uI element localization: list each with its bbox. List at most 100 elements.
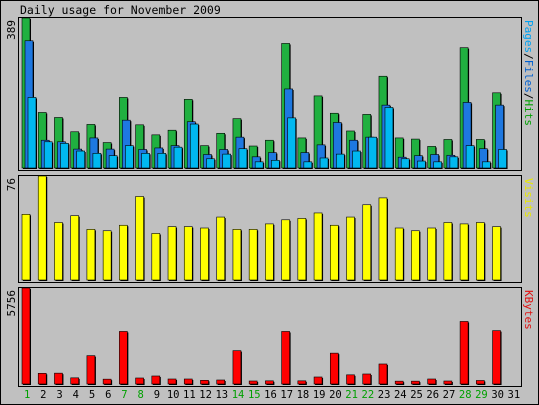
bar-visits-visits-7 xyxy=(119,224,128,281)
bar-hits-pages-17 xyxy=(287,117,296,169)
bar-visits-visits-19 xyxy=(313,212,323,281)
bar-hits-pages-1 xyxy=(27,97,37,169)
bar-visits-visits-1 xyxy=(21,214,31,281)
bar-visits-visits-6 xyxy=(102,230,112,281)
bar-kbytes-kbytes-1 xyxy=(21,287,31,385)
bar-kbytes-kbytes-4 xyxy=(70,377,79,385)
x-tick-label-26: 26 xyxy=(426,389,439,401)
x-tick-label-21: 21 xyxy=(345,389,358,401)
bar-hits-pages-16 xyxy=(271,159,280,169)
bar-hits-pages-7 xyxy=(125,145,134,169)
bar-visits-visits-26 xyxy=(427,227,436,281)
x-tick-label-17: 17 xyxy=(280,389,293,401)
bar-hits-pages-20 xyxy=(335,153,345,169)
bar-hits-pages-4 xyxy=(76,150,85,169)
x-tick-label-10: 10 xyxy=(167,389,180,401)
bar-hits-pages-22 xyxy=(368,136,378,169)
x-tick-label-1: 1 xyxy=(24,389,30,401)
bar-kbytes-kbytes-27 xyxy=(443,380,453,385)
bar-visits-visits-4 xyxy=(70,215,79,281)
bar-kbytes-kbytes-30 xyxy=(492,330,501,385)
bar-hits-pages-30 xyxy=(498,149,507,169)
bar-hits-pages-26 xyxy=(433,161,442,169)
x-tick-label-11: 11 xyxy=(183,389,196,401)
x-tick-label-19: 19 xyxy=(313,389,326,401)
legend-hits: Pages/Files/Hits xyxy=(522,20,535,126)
legend-entry-visits-0: Visits xyxy=(522,178,535,218)
bar-hits-pages-2 xyxy=(43,141,53,169)
bar-kbytes-kbytes-17 xyxy=(281,331,290,385)
y-max-label-hits: 389 xyxy=(5,20,18,40)
bar-hits-pages-14 xyxy=(238,148,248,169)
x-tick-label-22: 22 xyxy=(362,389,375,401)
bar-kbytes-kbytes-6 xyxy=(102,378,112,385)
bar-kbytes-kbytes-26 xyxy=(427,378,436,385)
x-tick-label-29: 29 xyxy=(475,389,488,401)
legend-entry-hits-3: / xyxy=(522,93,535,100)
bar-visits-visits-30 xyxy=(492,226,501,281)
x-tick-label-6: 6 xyxy=(105,389,111,401)
x-tick-label-20: 20 xyxy=(329,389,342,401)
panel-kbytes xyxy=(18,287,522,387)
bar-hits-pages-25 xyxy=(417,160,426,169)
bar-hits-pages-29 xyxy=(482,161,491,169)
x-tick-label-12: 12 xyxy=(199,389,212,401)
x-tick-label-23: 23 xyxy=(378,389,391,401)
bar-visits-visits-9 xyxy=(151,233,161,281)
bar-hits-pages-15 xyxy=(254,161,264,169)
x-tick-label-3: 3 xyxy=(56,389,62,401)
legend-entry-hits-0: Pages xyxy=(522,20,535,53)
bar-visits-visits-10 xyxy=(167,226,177,281)
bar-hits-pages-6 xyxy=(108,155,118,169)
bar-kbytes-kbytes-24 xyxy=(394,380,404,385)
x-tick-label-14: 14 xyxy=(232,389,245,401)
bar-kbytes-kbytes-3 xyxy=(54,372,63,385)
bar-kbytes-kbytes-9 xyxy=(151,375,161,385)
bar-visits-visits-14 xyxy=(232,229,242,281)
bar-visits-visits-3 xyxy=(54,222,63,281)
bar-kbytes-kbytes-5 xyxy=(86,355,96,385)
legend-kbytes: KBytes xyxy=(522,290,535,330)
bar-visits-visits-23 xyxy=(378,197,388,281)
x-tick-label-9: 9 xyxy=(154,389,160,401)
bar-kbytes-kbytes-29 xyxy=(476,380,485,385)
x-tick-label-18: 18 xyxy=(297,389,310,401)
bar-hits-pages-13 xyxy=(222,153,232,169)
bar-kbytes-kbytes-10 xyxy=(167,378,177,385)
x-tick-label-2: 2 xyxy=(40,389,46,401)
legend-entry-kbytes-0: KBytes xyxy=(522,290,535,330)
bar-visits-visits-25 xyxy=(411,230,420,281)
bar-visits-visits-12 xyxy=(200,227,209,281)
bar-visits-visits-24 xyxy=(394,227,404,281)
bar-kbytes-kbytes-23 xyxy=(378,363,388,385)
bar-visits-visits-15 xyxy=(248,229,258,281)
bar-visits-visits-28 xyxy=(459,223,469,281)
bar-kbytes-kbytes-8 xyxy=(135,377,144,385)
legend-visits: Visits xyxy=(522,178,535,218)
bar-kbytes-kbytes-12 xyxy=(200,380,209,385)
bar-kbytes-kbytes-16 xyxy=(265,380,274,385)
bar-hits-pages-23 xyxy=(384,107,394,169)
bar-kbytes-kbytes-18 xyxy=(297,380,307,385)
bar-kbytes-kbytes-20 xyxy=(329,352,339,385)
bar-hits-pages-8 xyxy=(141,153,150,169)
bar-visits-visits-8 xyxy=(135,196,144,281)
y-max-label-visits: 76 xyxy=(5,178,18,191)
bar-kbytes-kbytes-13 xyxy=(216,379,226,385)
bar-visits-visits-22 xyxy=(362,204,372,281)
x-tick-label-13: 13 xyxy=(215,389,228,401)
legend-entry-hits-4: Hits xyxy=(522,100,535,127)
bar-kbytes-kbytes-11 xyxy=(183,378,193,385)
bar-hits-pages-18 xyxy=(303,161,313,169)
x-tick-label-16: 16 xyxy=(264,389,277,401)
x-tick-label-7: 7 xyxy=(121,389,127,401)
bar-kbytes-kbytes-21 xyxy=(346,374,355,385)
bar-kbytes-kbytes-7 xyxy=(119,331,128,385)
x-tick-label-5: 5 xyxy=(89,389,95,401)
x-tick-label-4: 4 xyxy=(73,389,79,401)
x-tick-label-27: 27 xyxy=(443,389,456,401)
bar-visits-visits-29 xyxy=(476,222,485,281)
x-tick-label-30: 30 xyxy=(491,389,504,401)
bar-visits-visits-11 xyxy=(183,226,193,281)
